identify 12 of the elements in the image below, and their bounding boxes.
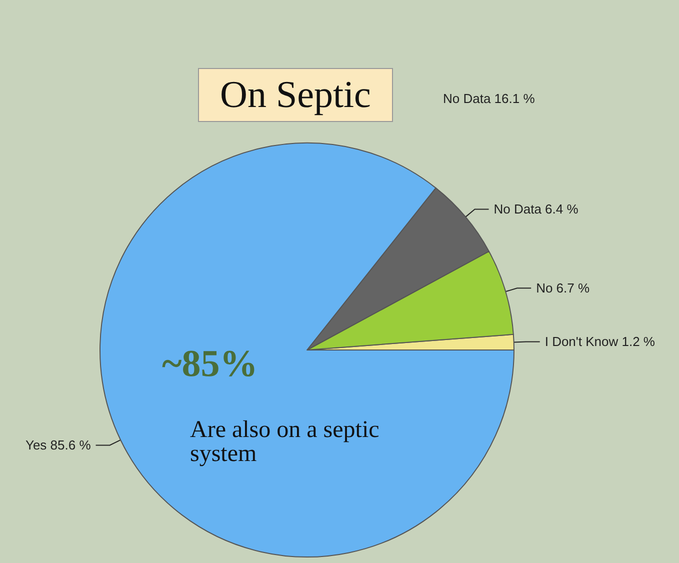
text: Are also on a septic system [190,417,386,467]
data-label: 6.7 % [556,280,590,296]
data-label: 1.2 % [622,334,656,350]
text: No Data 16.1 % [443,91,536,106]
slice-label: No [536,280,553,296]
slice-label: No Data [494,202,542,217]
chart-title: On Septic [220,74,371,116]
slice-label: Yes [25,438,48,453]
text: ~85% [162,343,258,385]
data-label: 85.6 % [50,438,92,453]
data-label: 6.4 % [545,202,579,217]
slice-label: I Don't Know [544,334,619,350]
